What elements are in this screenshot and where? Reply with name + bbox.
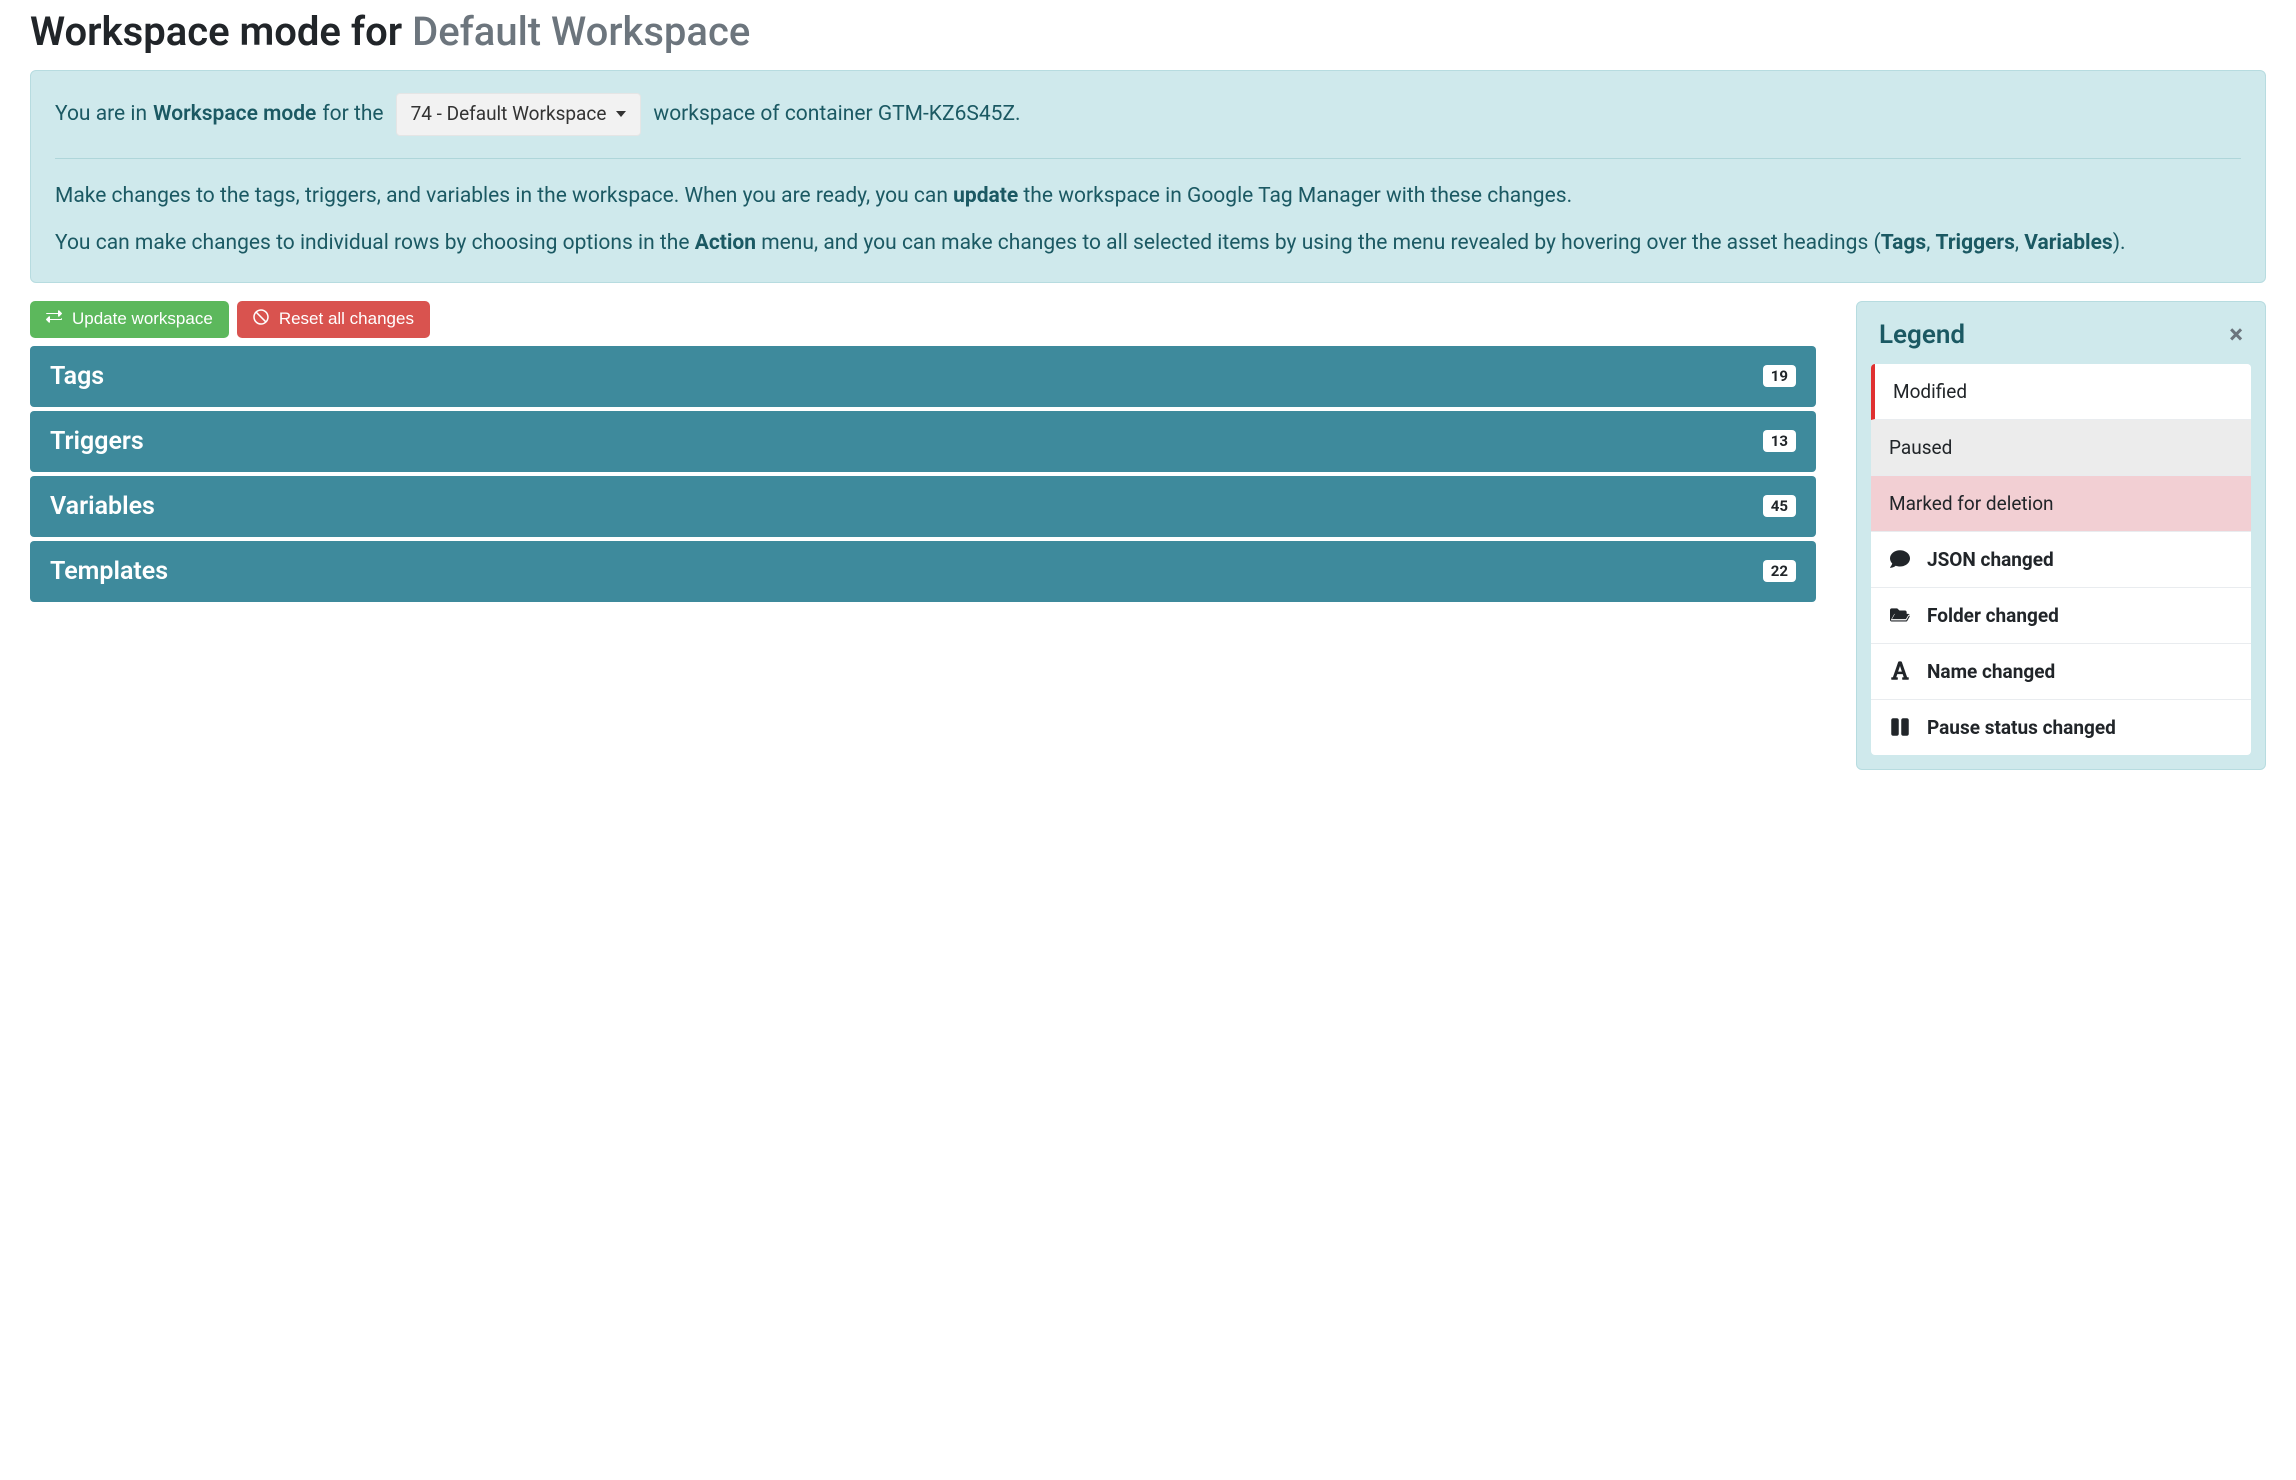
legend-label: Paused: [1889, 436, 1952, 459]
alert-text: You can make changes to individual rows …: [55, 231, 695, 255]
accordion-variables[interactable]: Variables 45: [30, 476, 1816, 537]
exchange-icon: [46, 309, 62, 330]
alert-text-bold: update: [953, 184, 1018, 208]
legend-label: Name changed: [1927, 660, 2055, 683]
accordion-count-badge: 22: [1763, 560, 1796, 582]
alert-text: You are in: [55, 99, 147, 131]
page-title: Workspace mode for Default Workspace: [0, 0, 2296, 70]
alert-divider: [55, 158, 2241, 159]
accordion-templates[interactable]: Templates 22: [30, 541, 1816, 602]
pause-icon: [1889, 716, 1911, 738]
legend-row-deletion: Marked for deletion: [1871, 476, 2251, 532]
alert-text-bold: Workspace mode: [153, 99, 316, 131]
reset-changes-button[interactable]: Reset all changes: [237, 301, 430, 338]
alert-text: workspace of container GTM-KZ6S45Z.: [653, 99, 1020, 131]
accordion-title: Tags: [50, 362, 104, 391]
accordion-triggers[interactable]: Triggers 13: [30, 411, 1816, 472]
accordion-tags[interactable]: Tags 19: [30, 346, 1816, 407]
alert-text: ,: [1926, 231, 1935, 255]
legend-title: Legend: [1879, 320, 1965, 350]
legend-row-folder: Folder changed: [1871, 588, 2251, 644]
legend-row-name: Name changed: [1871, 644, 2251, 700]
legend-row-modified: Modified: [1871, 364, 2251, 420]
accordion-title: Variables: [50, 492, 155, 521]
action-buttons: Update workspace Reset all changes: [30, 301, 1816, 338]
workspace-selector-label: 74 - Default Workspace: [411, 100, 607, 129]
alert-text-bold: Variables: [2024, 231, 2112, 255]
alert-text: Make changes to the tags, triggers, and …: [55, 184, 953, 208]
alert-text-bold: Triggers: [1936, 231, 2015, 255]
legend-list: Modified Paused Marked for deletion JSON…: [1871, 364, 2251, 755]
ban-icon: [253, 309, 269, 330]
alert-text: for the: [322, 99, 383, 131]
caret-down-icon: [616, 111, 626, 117]
accordion-count-badge: 19: [1763, 365, 1796, 387]
reset-button-label: Reset all changes: [279, 309, 414, 329]
legend-label: Folder changed: [1927, 604, 2059, 627]
accordion-title: Triggers: [50, 427, 144, 456]
alert-paragraph-1: Make changes to the tags, triggers, and …: [55, 181, 2241, 213]
comment-icon: [1889, 548, 1911, 570]
alert-text: ).: [2113, 231, 2126, 255]
alert-paragraph-2: You can make changes to individual rows …: [55, 228, 2241, 260]
left-column: Update workspace Reset all changes Tags …: [30, 301, 1816, 606]
update-button-label: Update workspace: [72, 309, 213, 329]
alert-line1: You are in Workspace mode for the 74 - D…: [55, 93, 2241, 136]
folder-open-icon: [1889, 604, 1911, 626]
legend-card: Legend × Modified Paused Marked for dele…: [1856, 301, 2266, 770]
legend-label: Pause status changed: [1927, 716, 2116, 739]
workspace-selector[interactable]: 74 - Default Workspace: [396, 93, 642, 136]
alert-text-bold: Action: [695, 231, 756, 255]
accordion-count-badge: 13: [1763, 430, 1796, 452]
accordion-title: Templates: [50, 557, 168, 586]
page-title-workspace: Default Workspace: [412, 8, 750, 55]
main-content: Update workspace Reset all changes Tags …: [0, 301, 2296, 770]
legend-row-paused: Paused: [1871, 420, 2251, 476]
legend-row-pause: Pause status changed: [1871, 700, 2251, 755]
legend-close-button[interactable]: ×: [2229, 322, 2243, 348]
update-workspace-button[interactable]: Update workspace: [30, 301, 229, 338]
legend-row-json: JSON changed: [1871, 532, 2251, 588]
page-title-prefix: Workspace mode for: [30, 8, 412, 55]
right-column: Legend × Modified Paused Marked for dele…: [1856, 301, 2266, 770]
accordion-count-badge: 45: [1763, 495, 1796, 517]
legend-label: JSON changed: [1927, 548, 2054, 571]
alert-text: the workspace in Google Tag Manager with…: [1018, 184, 1572, 208]
alert-text: menu, and you can make changes to all se…: [756, 231, 1881, 255]
legend-label: Marked for deletion: [1889, 492, 2054, 515]
legend-header: Legend ×: [1871, 316, 2251, 350]
legend-label: Modified: [1893, 380, 1967, 403]
font-icon: [1889, 660, 1911, 682]
info-alert: You are in Workspace mode for the 74 - D…: [30, 70, 2266, 283]
alert-text: ,: [2015, 231, 2024, 255]
alert-text-bold: Tags: [1881, 231, 1927, 255]
